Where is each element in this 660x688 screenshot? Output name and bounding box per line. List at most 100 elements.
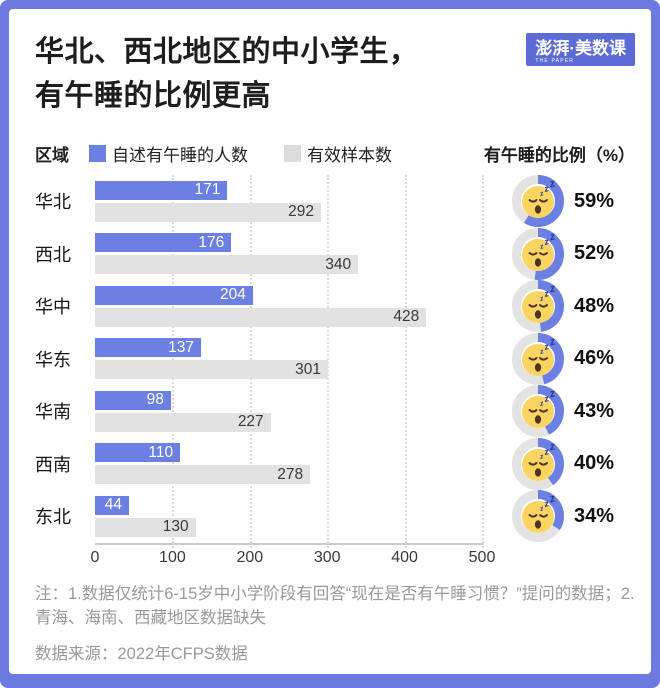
- sample-count-bar: 301: [95, 360, 328, 380]
- nap-rate-value: 40%: [574, 452, 615, 475]
- svg-text:z: z: [542, 236, 550, 247]
- nap-count-swatch-icon: [89, 144, 106, 162]
- footnote: 注：1.数据仅统计6-15岁中小学阶段有回答“现在是否有午睡习惯？”提问的数据；…: [35, 584, 635, 628]
- data-source: 数据来源：2022年CFPS数据: [35, 645, 248, 663]
- bar-value-label: 227: [237, 413, 264, 431]
- nap-rate-cell: z z z 48%: [482, 280, 635, 333]
- region-label: 华南: [35, 402, 71, 423]
- bar-chart: 华北 171 292 z z z 59% 西北 176 340 z z z 52% 华中 204 428 z z z 4…: [35, 175, 635, 543]
- svg-text:z: z: [542, 393, 550, 404]
- nap-rate-cell: z z z 59%: [482, 175, 635, 228]
- region-column-header: 区域: [35, 145, 69, 165]
- sleepy-face-icon: [522, 238, 554, 271]
- nap-rate-cell: z z z 52%: [482, 227, 635, 280]
- nap-rate-donut-icon: zzz: [512, 437, 564, 490]
- bar-value-label: 292: [288, 203, 314, 221]
- axis-tick-mark: [327, 542, 330, 548]
- page-title: 华北、西北地区的中小学生， 有午睡的比例更高: [35, 31, 635, 118]
- sample-count-bar: 292: [95, 202, 321, 222]
- nap-rate-value: 52%: [574, 242, 615, 265]
- region-label: 东北: [35, 507, 71, 528]
- legend-label-sample: 有效样本数: [307, 145, 392, 165]
- svg-text:z: z: [538, 295, 545, 303]
- nap-rate-value: 43%: [574, 399, 615, 422]
- svg-text:z: z: [538, 348, 545, 356]
- nap-count-bar: 44: [95, 495, 130, 515]
- nap-count-bar: 137: [95, 338, 202, 358]
- axis-tick-label-500: 500: [468, 548, 496, 566]
- svg-text:z: z: [547, 178, 557, 191]
- gridline-200: [249, 175, 252, 543]
- legend-item-sample: 有效样本数: [284, 141, 392, 166]
- bar-pair: 171 292: [95, 180, 482, 222]
- bar-pair: 44 130: [95, 495, 482, 537]
- bar-pair: 204 428: [95, 285, 482, 327]
- svg-text:z: z: [547, 440, 557, 453]
- axis-tick-label-0: 0: [90, 548, 100, 566]
- region-row-3: 华中 204 428 z z z 48%: [35, 280, 635, 333]
- axis-tick-label-200: 200: [236, 548, 264, 566]
- chart-gridlines: [95, 175, 484, 543]
- region-row-2: 西北 176 340 z z z 52%: [35, 227, 635, 281]
- bar-value-label: 130: [162, 518, 189, 536]
- bar-value-label: 44: [104, 496, 123, 514]
- sleepy-face-icon: [522, 501, 554, 534]
- nap-count-bar: 98: [95, 390, 171, 410]
- nap-rate-cell: z z z 43%: [482, 385, 635, 438]
- nap-rate-donut-icon: zzz: [512, 175, 564, 228]
- bar-value-label: 137: [168, 338, 195, 356]
- nap-count-bar: 176: [95, 233, 232, 253]
- nap-rate-donut-icon: zzz: [512, 490, 564, 543]
- nap-rate-cell: z z z 34%: [482, 490, 635, 543]
- sleepy-face-icon: [522, 448, 554, 481]
- axis-tick-mark: [249, 542, 252, 548]
- region-row-7: 东北 44 130 z z z 34%: [35, 490, 635, 543]
- legend-row: 区域 自述有午睡的人数 有效样本数 有午睡的比例（%）: [35, 140, 635, 166]
- logo-text: 澎湃·美数课: [535, 39, 626, 58]
- region-label: 华中: [35, 297, 71, 318]
- region-row-6: 西南 110 278 z z z 40%: [35, 437, 635, 491]
- title-line-2: 有午睡的比例更高: [35, 79, 272, 112]
- bar-pair: 176 340: [95, 233, 482, 275]
- svg-text:z: z: [538, 400, 545, 408]
- nap-rate-donut-icon: zzz: [512, 385, 564, 438]
- axis-tick-label-300: 300: [313, 548, 341, 566]
- nap-rate-value: 46%: [574, 347, 615, 370]
- logo-subtext: THE PAPER: [535, 58, 575, 64]
- bar-value-label: 278: [277, 465, 304, 483]
- gridline-100: [172, 175, 175, 543]
- svg-text:z: z: [547, 493, 557, 506]
- sample-count-bar: 278: [95, 465, 311, 485]
- svg-text:z: z: [538, 453, 545, 461]
- bar-pair: 98 227: [95, 390, 482, 432]
- nap-rate-value: 34%: [574, 504, 615, 527]
- title-line-1: 华北、西北地区的中小学生，: [35, 36, 419, 68]
- gridline-300: [327, 175, 330, 543]
- sleepy-face-icon: [522, 186, 554, 219]
- svg-text:z: z: [538, 505, 545, 513]
- region-label: 华北: [35, 192, 71, 213]
- sample-count-bar: 130: [95, 517, 196, 537]
- sleepy-face-icon: [522, 343, 554, 376]
- nap-rate-donut-icon: zzz: [512, 332, 564, 385]
- bar-value-label: 110: [148, 443, 174, 461]
- bar-value-label: 428: [393, 308, 420, 326]
- region-row-4: 华东 137 301 z z z 46%: [35, 332, 635, 386]
- bar-pair: 137 301: [95, 338, 482, 380]
- svg-text:z: z: [542, 183, 550, 194]
- poster-content: 华北、西北地区的中小学生， 有午睡的比例更高 澎湃·美数课 THE PAPER 区…: [9, 9, 651, 674]
- nap-rate-donut-icon: zzz: [512, 227, 564, 280]
- nap-count-bar: 110: [95, 443, 181, 463]
- svg-text:z: z: [542, 288, 550, 299]
- nap-rate-cell: z z z 46%: [482, 332, 635, 385]
- region-row-1: 华北 171 292 z z z 59%: [35, 175, 635, 228]
- axis-tick-mark: [482, 542, 484, 548]
- gridline-500: [482, 175, 484, 543]
- svg-text:z: z: [547, 388, 557, 401]
- bar-pair: 110 278: [95, 443, 482, 485]
- sleepy-face-icon: [522, 396, 554, 429]
- svg-text:z: z: [547, 230, 557, 243]
- region-row-5: 华南 98 227 z z z 43%: [35, 385, 635, 438]
- nap-rate-cell: z z z 40%: [482, 437, 635, 490]
